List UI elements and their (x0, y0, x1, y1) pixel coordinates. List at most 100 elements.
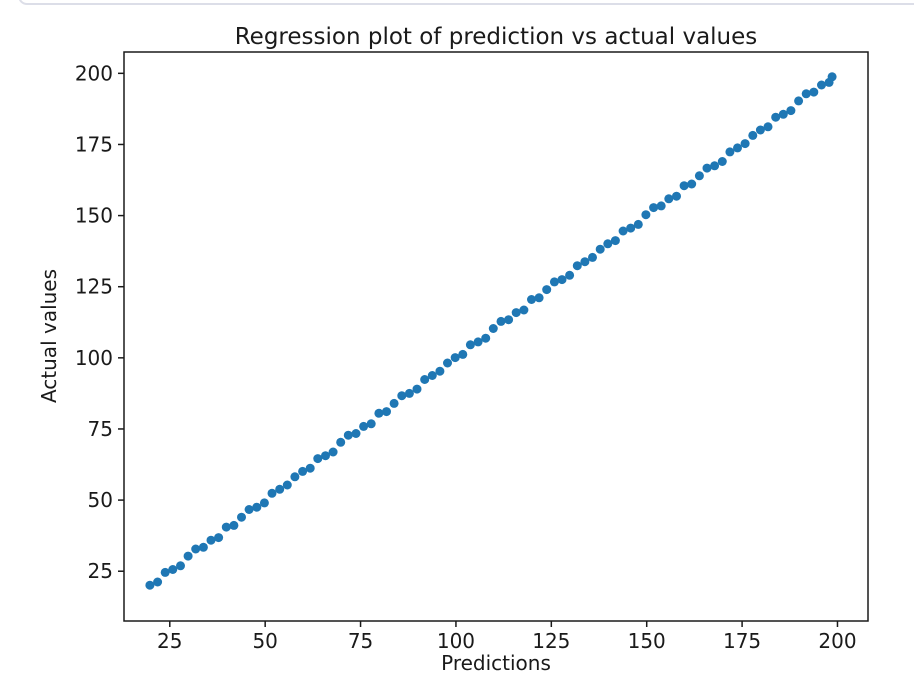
scatter-point (702, 163, 712, 173)
scatter-point (679, 181, 689, 191)
x-tick-label: 100 (437, 629, 475, 653)
scatter-point (519, 305, 529, 315)
scatter-point (183, 551, 193, 561)
scatter-point (328, 447, 338, 457)
scatter-point (153, 577, 163, 587)
scatter-point (382, 407, 391, 417)
x-tick-label: 50 (252, 629, 277, 653)
scatter-point (282, 480, 292, 490)
scatter-point (465, 340, 475, 350)
y-tick-label: 100 (75, 346, 113, 370)
scatter-point (191, 544, 201, 554)
scatter-point (214, 533, 224, 543)
scatter-point (618, 226, 628, 236)
scatter-point (748, 130, 758, 140)
scatter-point (496, 316, 506, 326)
scatter-point (259, 498, 269, 508)
axes-spines (123, 51, 869, 622)
scatter-point (733, 143, 742, 153)
scatter-point (809, 87, 819, 97)
y-tick-label: 150 (75, 204, 113, 228)
scatter-point (656, 201, 666, 211)
scatter-point (527, 295, 536, 304)
scatter-point (298, 466, 308, 476)
x-tick-label: 125 (532, 629, 570, 653)
scatter-point (206, 535, 216, 545)
scatter-point (580, 257, 590, 267)
scatter-point (443, 358, 452, 368)
scatter-point (786, 106, 796, 116)
scatter-point (565, 270, 575, 280)
scatter-point (321, 451, 330, 461)
scatter-point (610, 236, 620, 246)
chart-title: Regression plot of prediction vs actual … (234, 24, 758, 50)
scatter-point (794, 96, 804, 106)
scatter-point (511, 308, 521, 318)
scatter-point (359, 421, 369, 431)
scatter-point (420, 375, 430, 384)
scatter-point (649, 203, 659, 213)
scatter-point (168, 565, 178, 574)
scatter-point (198, 542, 208, 552)
x-tick-label: 175 (723, 629, 761, 653)
x-tick-label: 150 (628, 629, 666, 653)
scatter-point (740, 139, 750, 149)
y-tick-label: 25 (88, 559, 113, 583)
scatter-point (725, 147, 735, 157)
scatter-point (827, 72, 837, 82)
scatter-point (221, 522, 231, 532)
scatter-point (603, 239, 613, 249)
scatter-point (397, 391, 407, 401)
scatter-point (771, 112, 781, 122)
scatter-point (557, 275, 567, 285)
scatter-point (504, 315, 514, 325)
scatter-point (763, 122, 773, 132)
scatter-point (290, 472, 300, 482)
scatter-point (374, 408, 384, 418)
scatter-point (336, 437, 346, 447)
scatter-point (366, 419, 376, 429)
scatter-point (473, 337, 483, 347)
scatter-point (641, 210, 651, 220)
scatter-point (176, 561, 185, 571)
scatter-point (435, 366, 445, 376)
scatter-point (229, 520, 239, 530)
x-axis-label: Predictions (441, 651, 551, 675)
scatter-point (778, 109, 788, 119)
scatter-point (687, 179, 697, 189)
scatter-point (542, 285, 552, 295)
scatter-point (817, 80, 826, 90)
scatter-point (389, 398, 399, 408)
scatter-point (755, 125, 765, 135)
scatter-point (694, 171, 704, 181)
scatter-point (801, 89, 811, 99)
scatter-point (160, 567, 170, 577)
scatter-point (343, 430, 353, 440)
scatter-point (351, 429, 361, 438)
scatter-point (626, 223, 636, 233)
scatter-point (458, 349, 468, 359)
y-tick-label: 50 (88, 488, 113, 512)
scatter-point (313, 454, 323, 464)
scatter-point (595, 244, 605, 254)
scatter-point (145, 580, 155, 590)
scatter-point (488, 324, 498, 333)
scatter-point (404, 388, 414, 398)
scatter-point (267, 488, 277, 498)
y-tick-label: 175 (75, 132, 113, 156)
scatter-point (252, 502, 262, 512)
scatter-point (244, 505, 254, 514)
scatter-point (450, 353, 460, 363)
scatter-point (305, 463, 315, 473)
scatter-point (717, 157, 727, 166)
scatter-point (481, 333, 491, 343)
scatter-point (275, 484, 285, 494)
scatter-point (572, 261, 582, 271)
scatter-point (710, 161, 720, 171)
x-tick-label: 25 (157, 629, 182, 653)
scatter-point (672, 191, 681, 201)
y-tick-label: 125 (75, 275, 113, 299)
scatter-point (633, 219, 643, 229)
